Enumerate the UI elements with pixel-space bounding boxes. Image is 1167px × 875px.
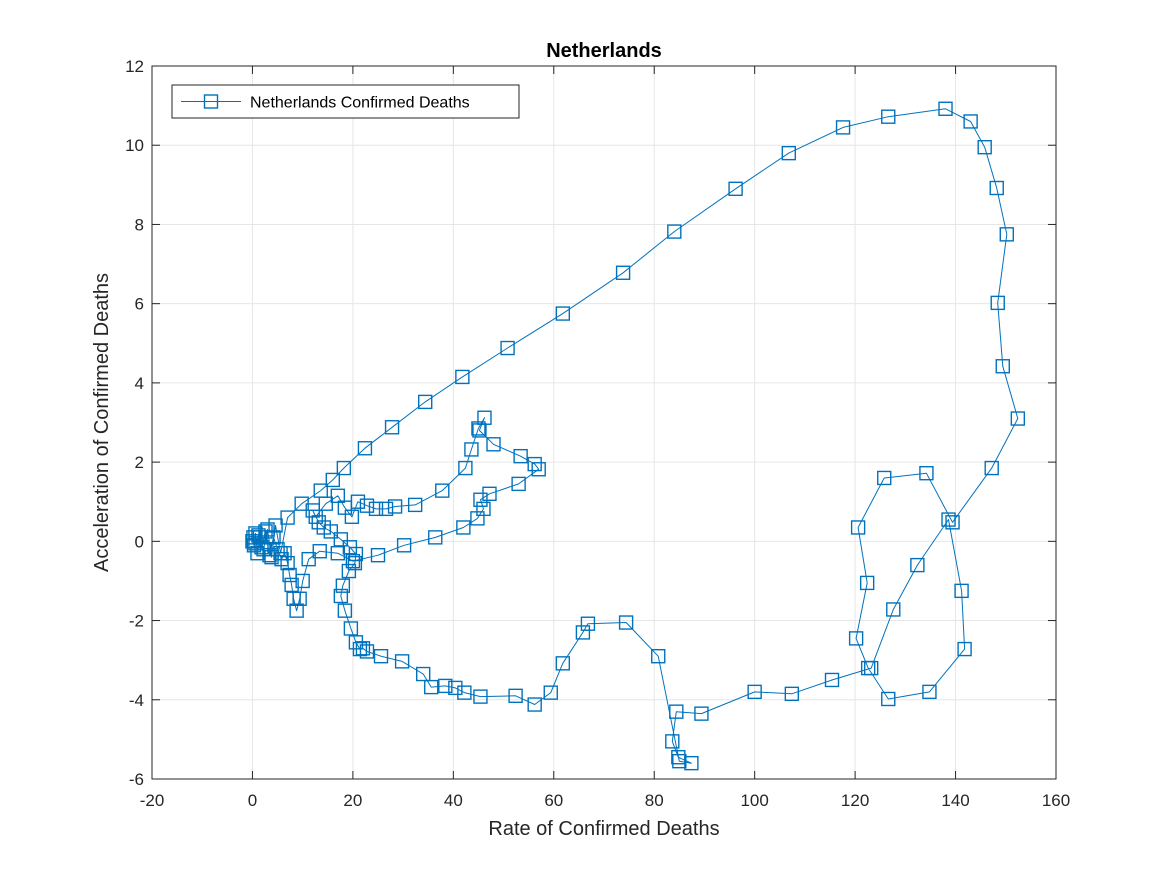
grid [152,66,1056,779]
y-tick-label: 0 [135,532,144,551]
series-netherlands-confirmed-deaths [246,102,1024,769]
x-tick-label: 160 [1042,791,1070,810]
x-tick-label: 40 [444,791,463,810]
series-line [252,109,1017,763]
plot-frame [152,66,1056,779]
x-tick-label: 0 [248,791,257,810]
x-tick-label: 60 [544,791,563,810]
x-axis-label: Rate of Confirmed Deaths [488,818,719,840]
legend-entry-label: Netherlands Confirmed Deaths [250,95,470,112]
y-axis-label: Acceleration of Confirmed Deaths [91,273,113,572]
y-tick-label: -6 [129,770,144,789]
x-tick-label: 80 [645,791,664,810]
y-tick-label: 2 [135,453,144,472]
chart-title: Netherlands [546,40,662,62]
y-tick-label: 4 [135,374,144,393]
y-tick-label: 8 [135,215,144,234]
x-tick-label: 100 [740,791,768,810]
y-tick-label: 6 [135,295,144,314]
y-tick-label: -2 [129,612,144,631]
y-tick-label: 10 [125,136,144,155]
legend: Netherlands Confirmed Deaths [172,85,519,118]
x-tick-label: 140 [941,791,969,810]
x-tick-label: 20 [343,791,362,810]
x-tick-label: 120 [841,791,869,810]
y-tick-label: -4 [129,691,144,710]
y-tick-label: 12 [125,57,144,76]
x-tick-label: -20 [140,791,165,810]
